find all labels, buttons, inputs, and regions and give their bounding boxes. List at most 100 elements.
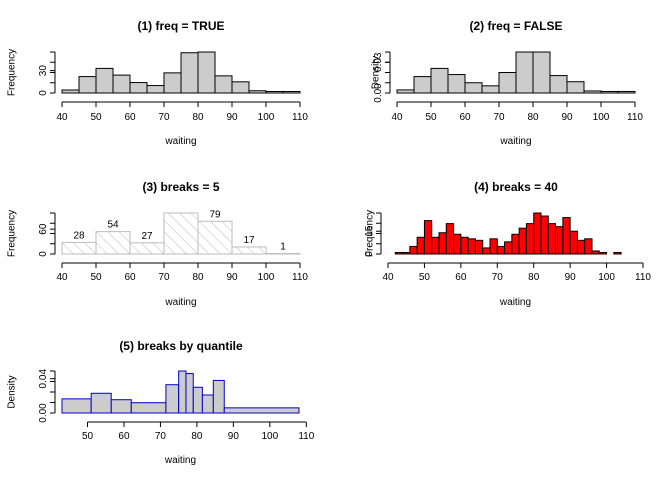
x-tick-label: 60 xyxy=(124,272,136,283)
x-tick-label: 90 xyxy=(561,112,573,123)
y-axis: 0.00 0.03 xyxy=(373,51,391,103)
x-tick-label: 50 xyxy=(82,431,94,442)
bars xyxy=(394,212,622,255)
x-tick-label: 50 xyxy=(90,112,102,123)
x-tick-label: 70 xyxy=(492,272,504,283)
x-tick-label: 90 xyxy=(226,112,238,123)
histogram-bar xyxy=(212,379,225,414)
x-tick-label: 80 xyxy=(192,112,204,123)
histogram-bar xyxy=(112,74,131,94)
histogram-bar xyxy=(423,220,433,255)
y-axis: 0 15 xyxy=(364,212,382,257)
y-tick-label: 0.04 xyxy=(38,369,49,389)
x-tick-label: 70 xyxy=(158,112,170,123)
histogram-bar xyxy=(566,81,585,94)
histogram-bar xyxy=(110,399,132,414)
bar-count-label: 28 xyxy=(73,230,85,241)
chart-title: (2) freq = FALSE xyxy=(469,19,562,33)
histogram-bar xyxy=(416,236,425,255)
x-axis-label: waiting xyxy=(499,297,531,308)
x-tick-label: 50 xyxy=(425,112,437,123)
y-tick-label: 0 xyxy=(364,251,375,257)
histogram-bar xyxy=(90,392,112,414)
histogram-bar xyxy=(598,251,608,255)
histogram-bar xyxy=(584,238,593,255)
bars xyxy=(61,370,300,414)
histogram-panel-1: (1) freq = TRUE 40 50 60 70 80 90 100 110 waiting… xyxy=(7,19,309,147)
histogram-bar xyxy=(518,227,527,255)
bars xyxy=(61,212,301,255)
x-tick-label: 60 xyxy=(118,431,130,442)
histogram-bar xyxy=(201,394,214,414)
x-tick-label: 110 xyxy=(635,272,651,283)
histogram-bar xyxy=(482,247,491,255)
histogram-bar xyxy=(569,230,578,255)
histogram-bar xyxy=(547,223,557,255)
histogram-bar xyxy=(197,220,233,255)
histogram-bar xyxy=(533,212,542,255)
x-axis-label: waiting xyxy=(499,136,531,147)
histogram-bar xyxy=(129,242,165,255)
histogram-bar xyxy=(402,251,411,255)
x-tick-label: 70 xyxy=(155,431,167,442)
histogram-bar xyxy=(511,233,520,255)
x-tick-label: 100 xyxy=(593,112,610,123)
bar-count-label: 79 xyxy=(209,209,221,220)
histogram-bar xyxy=(265,91,284,94)
histogram-bar xyxy=(61,241,97,255)
histogram-bar xyxy=(555,226,564,255)
x-axis: 50 60 70 80 90 100 110 xyxy=(82,421,315,442)
histogram-bar xyxy=(447,74,466,94)
x-tick-label: 80 xyxy=(192,272,204,283)
x-axis-label: waiting xyxy=(164,297,196,308)
x-tick-label: 60 xyxy=(455,272,467,283)
chart-title: (4) breaks = 40 xyxy=(474,180,558,194)
histogram-bar xyxy=(163,212,199,255)
histogram-bar xyxy=(438,232,447,255)
x-axis-label: waiting xyxy=(164,455,196,466)
histogram-bar xyxy=(396,89,415,94)
bar-count-label: 54 xyxy=(107,220,119,231)
histogram-bar xyxy=(95,67,114,94)
histogram-bar xyxy=(474,239,484,255)
x-tick-label: 50 xyxy=(90,272,102,283)
histogram-bar xyxy=(61,398,92,414)
histogram-panel-2: (2) freq = FALSE 40 50 60 70 80 90 100 110 waitin… xyxy=(371,19,644,147)
histogram-bar xyxy=(504,241,513,255)
y-axis-label: Frequency xyxy=(7,49,18,96)
histogram-panel-3: (3) breaks = 5 28 54 27 79 17 1 40 50 60 70 80 90 100… xyxy=(7,180,309,308)
x-axis: 40 50 60 70 80 90 100 110 xyxy=(56,101,308,123)
x-tick-label: 60 xyxy=(459,112,471,123)
histogram-bar xyxy=(430,67,449,94)
histogram-bar xyxy=(549,75,568,94)
x-tick-label: 100 xyxy=(261,431,278,442)
histogram-bar xyxy=(496,245,506,255)
histogram-bar xyxy=(178,370,187,414)
y-tick-label: 0.00 xyxy=(38,403,49,423)
x-tick-label: 50 xyxy=(419,272,431,283)
y-axis: 0 30 xyxy=(38,51,56,96)
histogram-bar xyxy=(409,245,418,255)
x-tick-label: 90 xyxy=(226,272,238,283)
histogram-bar xyxy=(163,72,182,94)
y-tick-label: 30 xyxy=(38,65,49,77)
bar-count-label: 1 xyxy=(280,242,286,253)
y-tick-label: 15 xyxy=(364,225,375,237)
bars xyxy=(61,51,301,94)
x-tick-label: 90 xyxy=(565,272,577,283)
x-tick-label: 100 xyxy=(258,112,275,123)
histogram-bar xyxy=(192,386,203,414)
histogram-bar xyxy=(464,82,483,94)
histogram-bar xyxy=(600,90,619,94)
histogram-bar xyxy=(231,81,250,94)
histogram-bar xyxy=(467,238,476,255)
x-axis: 40 50 60 70 80 90 100 110 xyxy=(56,262,308,283)
x-tick-label: 80 xyxy=(528,272,540,283)
x-tick-label: 70 xyxy=(158,272,170,283)
histogram-bar xyxy=(197,51,216,94)
histogram-bar xyxy=(165,384,180,414)
histogram-bar xyxy=(180,52,199,94)
histogram-bar xyxy=(95,231,131,255)
histogram-bar xyxy=(129,82,148,94)
